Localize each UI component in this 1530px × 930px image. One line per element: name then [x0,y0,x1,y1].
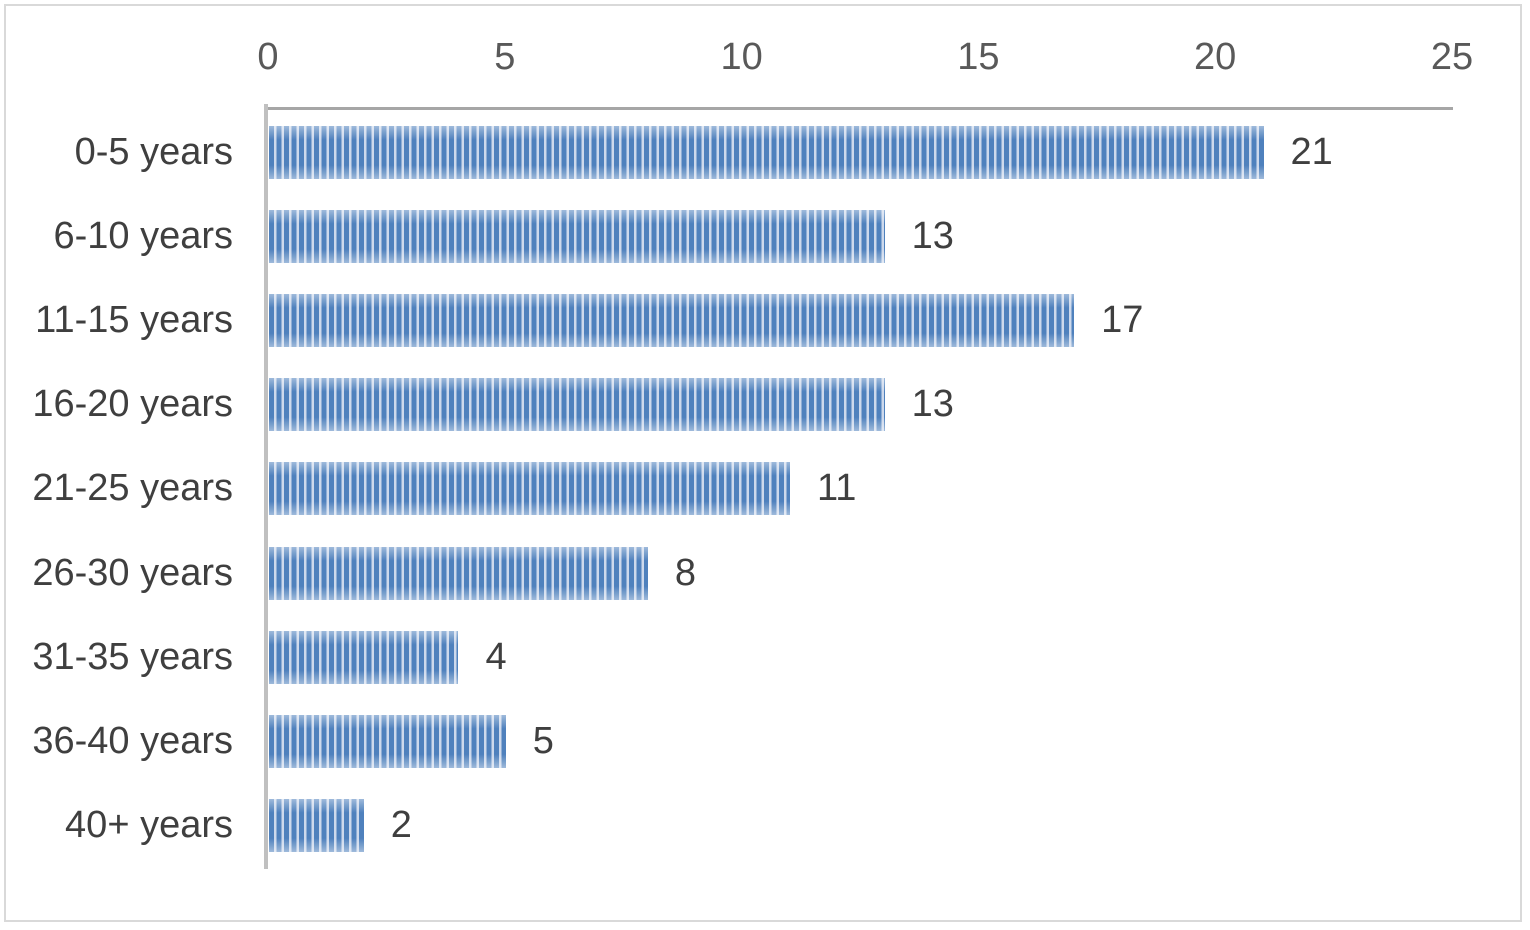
bar [269,546,648,600]
x-axis-tick-label: 25 [1430,36,1474,78]
bar-row: 36-40 years 5 [6,699,1518,783]
bar-row: 0-5 years 21 [6,110,1518,194]
x-axis-tick-label: 15 [957,36,1000,78]
x-axis-tick-label: 5 [494,36,516,78]
value-label: 5 [532,719,554,762]
bar [269,125,1264,179]
bar-row: 21-25 years 11 [6,447,1518,531]
x-axis-tick-label: 10 [720,36,763,78]
bar [269,630,459,684]
bar-track: 4 [269,615,1518,699]
bar-row: 6-10 years 13 [6,194,1518,278]
bar-row: 11-15 years 17 [6,278,1518,362]
category-label: 16-20 years [32,383,233,426]
bar-track: 13 [269,363,1518,447]
bar [269,293,1075,347]
category-label: 0-5 years [74,130,233,173]
category-label: 40+ years [65,804,233,847]
bar-track: 8 [269,531,1518,615]
value-label: 11 [816,467,857,510]
x-axis-ticks: 0 5 10 15 20 25 [257,36,1473,86]
value-label: 8 [674,551,697,594]
bar-row: 16-20 years 13 [6,363,1518,447]
x-axis-tick-label: 0 [257,36,279,78]
bar [269,462,790,516]
x-axis-tick-label: 20 [1194,36,1237,78]
category-label: 36-40 years [32,719,233,762]
value-label: 13 [911,383,954,426]
value-label: 2 [390,804,412,847]
bar-track: 13 [269,194,1518,278]
category-label: 6-10 years [53,214,233,257]
bar [269,209,885,263]
bar-row: 31-35 years 4 [6,615,1518,699]
bar-track: 2 [269,784,1518,868]
bar [269,714,506,768]
bar-row: 26-30 years 8 [6,531,1518,615]
bar-row: 40+ years 2 [6,784,1518,868]
y-axis-line [264,104,268,869]
bar-track: 5 [269,699,1518,783]
value-label: 13 [911,214,954,257]
value-label: 21 [1290,130,1333,173]
bar-track: 11 [269,447,1518,531]
category-label: 31-35 years [32,635,233,678]
category-label: 26-30 years [32,551,233,594]
bar [269,378,885,432]
value-label: 4 [485,635,507,678]
category-label: 11-15 years [35,298,233,341]
bar-track: 21 [269,110,1518,194]
category-label: 21-25 years [32,467,233,510]
chart-figure: 0 5 10 15 20 25 0-5 years 21 6-10 years 13 11-15 … [4,4,1522,922]
x-axis-line [265,107,1453,110]
bar [269,799,364,853]
value-label: 17 [1101,298,1144,341]
bar-rows: 0-5 years 21 6-10 years 13 11-15 years 17 16-2… [6,110,1518,868]
bar-track: 17 [269,278,1518,362]
